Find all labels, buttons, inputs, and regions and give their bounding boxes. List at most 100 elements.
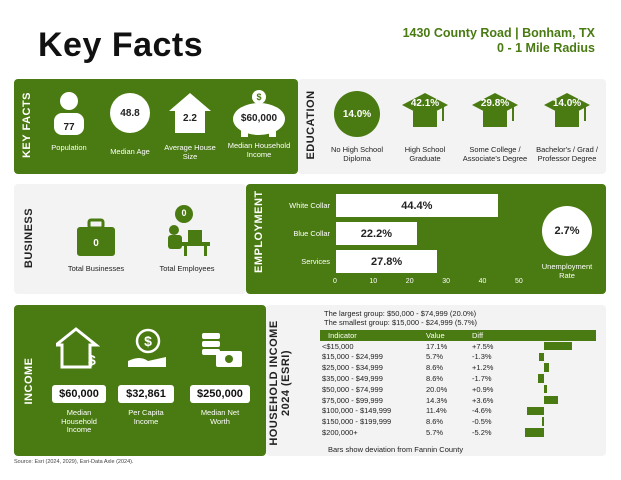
smallest-group-text: The smallest group: $15,000 - $24,999 (5… xyxy=(324,318,478,327)
largest-group-text: The largest group: $50,000 - $74,999 (20… xyxy=(324,309,477,318)
cell-value: 8.6% xyxy=(426,417,444,427)
cell-indicator: $35,000 - $49,999 xyxy=(322,374,383,384)
median-household-income-value: $60,000 xyxy=(52,385,106,403)
emp-tick: 20 xyxy=(405,278,414,285)
person-icon xyxy=(54,92,84,135)
deviation-bar xyxy=(544,341,573,351)
emp-tick: 40 xyxy=(478,278,487,285)
business-panel: BUSINESS 0 Total Businesses 0 Total Empl… xyxy=(14,184,246,294)
piggy-bank-icon: $ xyxy=(233,90,285,137)
cell-deviation-bar xyxy=(516,406,596,417)
population-stat: 77 Population xyxy=(48,91,90,152)
cell-deviation-bar xyxy=(516,384,596,395)
population-value: 77 xyxy=(63,122,75,133)
house-size-value: 2.2 xyxy=(183,113,197,124)
table-row: $75,000 - $99,999 14.3% +3.6% xyxy=(320,395,596,406)
cell-deviation-bar xyxy=(516,416,596,427)
table-header-row: Indicator Value Diff xyxy=(320,330,596,341)
cell-value: 14.3% xyxy=(426,395,448,405)
table-row: $100,000 - $149,999 11.4% -4.6% xyxy=(320,406,596,417)
cell-diff: +3.6% xyxy=(472,395,494,405)
household-income-panel: HOUSEHOLD INCOME 2024 (ESRI) The largest… xyxy=(266,305,606,456)
household-income-label: HOUSEHOLD INCOME 2024 (ESRI) xyxy=(268,320,292,446)
total-businesses-stat: 0 Total Businesses xyxy=(64,218,128,273)
edu-hs-grad-label: High School Graduate xyxy=(404,145,446,163)
total-businesses-label: Total Businesses xyxy=(67,264,125,273)
cell-indicator: <$15,000 xyxy=(322,341,354,351)
employment-panel: EMPLOYMENT White Collar 44.4% Blue Colla… xyxy=(246,184,606,294)
median-net-worth-label: Median Net Worth xyxy=(200,408,240,426)
edu-item-some-college: 29.8% Some College / Associate's Degree xyxy=(458,91,532,163)
emp-cat-blue-collar: Blue Collar xyxy=(293,229,330,238)
hand-coin-icon: $ xyxy=(128,328,166,367)
cell-indicator: $150,000 - $199,999 xyxy=(322,417,392,427)
unemployment-value: 2.7% xyxy=(554,224,580,237)
population-label: Population xyxy=(51,143,87,152)
cell-deviation-bar xyxy=(516,427,596,438)
emp-bar-white-collar: 44.4% xyxy=(336,194,498,217)
location-header: 1430 County Road | Bonham, TX 0 - 1 Mile… xyxy=(403,26,595,56)
briefcase-icon: 0 xyxy=(75,218,117,258)
key-facts-panel: KEY FACTS 77 Population 48.8 Median Age … xyxy=(14,79,298,174)
emp-row-white-collar: White Collar 44.4% xyxy=(248,194,498,217)
income-panel: INCOME $ $ $60,000 $32,861 $250,000 Medi… xyxy=(14,305,266,456)
cell-deviation-bar xyxy=(516,362,596,373)
education-panel: EDUCATION 14.0% No High School Diploma 4… xyxy=(298,79,606,174)
table-row: $200,000+ 5.7% -5.2% xyxy=(320,427,596,438)
col-diff: Diff xyxy=(472,330,484,340)
cell-deviation-bar xyxy=(516,395,596,406)
table-row: $150,000 - $199,999 8.6% -0.5% xyxy=(320,416,596,427)
emp-tick: 50 xyxy=(515,278,523,285)
table-row: $50,000 - $74,999 20.0% +0.9% xyxy=(320,384,596,395)
edu-item-bachelors: 14.0% Bachelor's / Grad / Professor Degr… xyxy=(530,91,604,163)
median-age-stat: 48.8 Median Age xyxy=(102,93,158,156)
cell-diff: -1.7% xyxy=(472,374,492,384)
col-bar-spacer xyxy=(516,330,596,341)
total-employees-stat: 0 Total Employees xyxy=(154,204,220,273)
per-capita-income-label: Per Capita Income xyxy=(128,408,164,426)
house-size-stat: 2.2 Average House Size xyxy=(164,91,216,161)
cell-diff: +1.2% xyxy=(472,363,494,373)
emp-row-blue-collar: Blue Collar 22.2% xyxy=(248,222,417,245)
table-row: $15,000 - $24,999 5.7% -1.3% xyxy=(320,352,596,363)
house-size-label: Average House Size xyxy=(164,143,216,161)
cell-diff: +7.5% xyxy=(472,341,494,351)
house-icon xyxy=(169,93,211,133)
cell-value: 8.6% xyxy=(426,363,444,373)
median-age-value: 48.8 xyxy=(120,107,140,119)
svg-text:$: $ xyxy=(256,92,261,102)
income-label: INCOME xyxy=(23,357,35,405)
household-income-table: Indicator Value Diff <$15,000 17.1% +7.5% $… xyxy=(320,330,596,438)
business-label: BUSINESS xyxy=(23,207,35,269)
cell-indicator: $15,000 - $24,999 xyxy=(322,352,383,362)
col-indicator: Indicator xyxy=(328,330,357,340)
deviation-bar xyxy=(544,395,558,405)
emp-tick: 0 xyxy=(333,278,337,285)
deviation-bar xyxy=(544,384,548,394)
cell-diff: -1.3% xyxy=(472,352,492,362)
median-age-circle: 48.8 xyxy=(110,93,150,133)
cell-diff: -0.5% xyxy=(472,417,492,427)
cell-value: 8.6% xyxy=(426,374,444,384)
cell-indicator: $200,000+ xyxy=(322,428,358,438)
cell-deviation-bar xyxy=(516,352,596,363)
unemployment-circle: 2.7% xyxy=(542,206,592,256)
edu-no-diploma-label: No High School Diploma xyxy=(330,145,384,163)
source-footnote: Source: Esri (2024, 2029), Esri-Data Axl… xyxy=(14,459,134,465)
deviation-bar xyxy=(542,417,544,426)
col-value: Value xyxy=(426,330,445,340)
cell-value: 11.4% xyxy=(426,406,447,416)
table-body: <$15,000 17.1% +7.5% $15,000 - $24,999 5.7% -… xyxy=(320,341,596,438)
edu-some-college-value: 29.8% xyxy=(480,98,510,109)
table-row: $35,000 - $49,999 8.6% -1.7% xyxy=(320,373,596,384)
cell-value: 5.7% xyxy=(426,428,444,438)
cell-indicator: $100,000 - $149,999 xyxy=(322,406,392,416)
cell-deviation-bar xyxy=(516,373,596,384)
deviation-bar xyxy=(524,428,544,437)
emp-axis-ticks: 0 10 20 30 40 50 xyxy=(333,278,523,288)
median-income-value: $60,000 xyxy=(240,113,278,124)
cell-indicator: $75,000 - $99,999 xyxy=(322,395,383,405)
emp-value-white-collar: 44.4% xyxy=(401,199,433,212)
grad-cap-icon: 29.8% xyxy=(471,91,519,137)
edu-item-no-diploma: 14.0% No High School Diploma xyxy=(326,91,388,163)
